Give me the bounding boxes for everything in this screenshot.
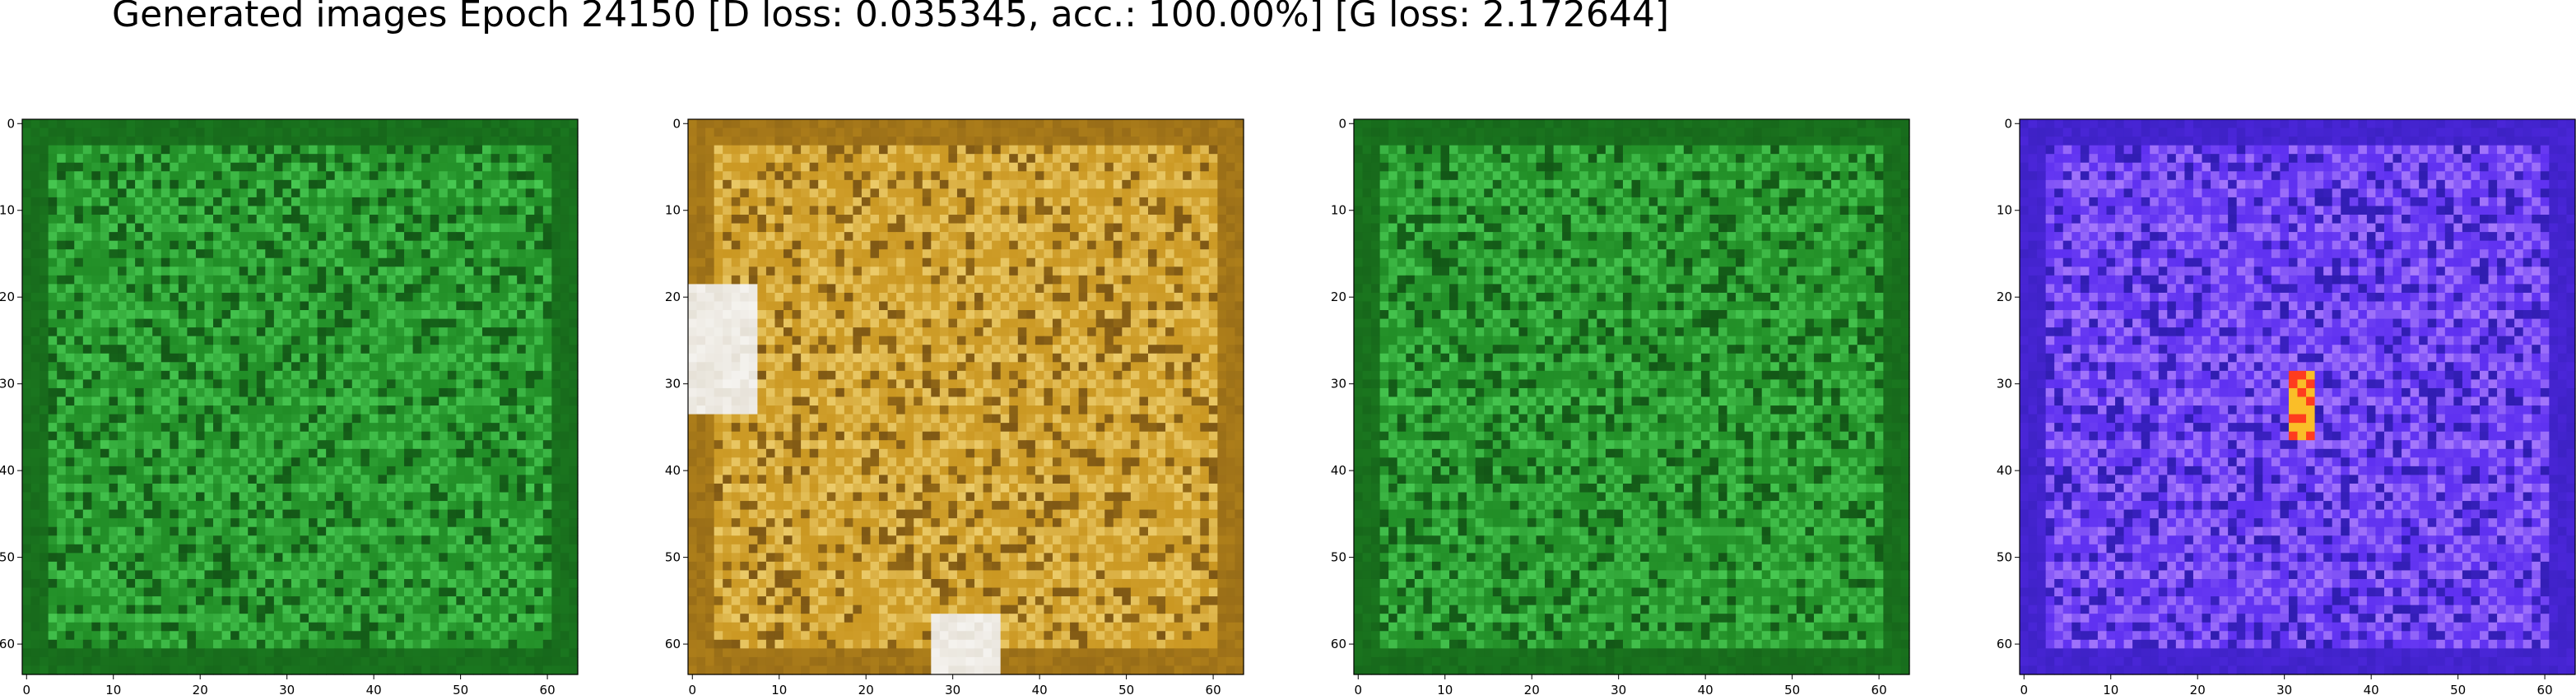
y-tick-label: 0 [672,116,681,131]
x-tick-label: 0 [689,683,697,695]
x-tick-label: 20 [858,683,874,695]
y-tick-label: 0 [1338,116,1346,131]
x-tick-label: 50 [1118,683,1134,695]
y-tick-label: 60 [0,637,15,651]
x-tick-label: 60 [1206,683,1221,695]
y-tick-label: 40 [665,463,681,478]
x-tick-label: 20 [193,683,208,695]
y-tick-label: 20 [1331,290,1346,304]
y-tick-label: 60 [1331,637,1346,651]
y-tick-label: 60 [665,637,681,651]
y-tick-label: 50 [665,550,681,565]
x-tick-label: 10 [771,683,787,695]
x-tick-label: 10 [105,683,121,695]
y-tick-label: 40 [1331,463,1346,478]
axes-frame [21,118,579,675]
y-tick-label: 50 [0,550,15,565]
x-tick-label: 30 [2276,683,2292,695]
y-tick-label: 10 [1997,203,2012,218]
y-tick-label: 10 [1331,203,1346,218]
x-tick-label: 0 [23,683,31,695]
y-tick-label: 20 [1997,290,2012,304]
x-tick-label: 40 [2364,683,2379,695]
y-tick-label: 50 [1331,550,1346,565]
generated-image-3 [1354,119,1910,675]
y-tick-label: 30 [1331,377,1346,392]
y-tick-label: 10 [0,203,15,218]
generated-image-2 [688,119,1244,675]
subplot-2: 0 10 20 30 40 50 60 0 10 20 30 40 50 60 [665,116,1244,695]
generated-image-4 [2020,119,2576,675]
y-tick-label: 30 [0,377,15,392]
axes-frame [687,118,1244,675]
y-tick-label: 0 [2004,116,2012,131]
y-tick-label: 40 [0,463,15,478]
axes-frame [1353,118,1910,675]
x-tick-label: 20 [1524,683,1540,695]
x-tick-label: 30 [1611,683,1626,695]
x-tick-label: 20 [2190,683,2206,695]
x-tick-label: 60 [2537,683,2553,695]
figure-title: Generated images Epoch 24150 [D loss: 0.… [112,0,1669,35]
x-tick-label: 60 [1872,683,1887,695]
y-tick-label: 20 [665,290,681,304]
x-tick-label: 0 [2020,683,2029,695]
y-tick-label: 30 [665,377,681,392]
x-tick-label: 10 [2103,683,2118,695]
x-tick-label: 50 [1784,683,1800,695]
x-tick-label: 30 [945,683,960,695]
x-tick-label: 60 [540,683,556,695]
x-tick-label: 30 [279,683,295,695]
subplot-1: 0 10 20 30 40 50 60 0 10 20 30 40 50 60 [0,116,579,695]
y-tick-label: 30 [1997,377,2012,392]
generated-image-1 [22,119,579,675]
subplot-4: 0 10 20 30 40 50 60 0 10 20 30 40 50 60 [1997,116,2576,695]
y-tick-label: 60 [1997,637,2012,651]
y-tick-label: 50 [1997,550,2012,565]
y-tick-label: 10 [665,203,681,218]
x-tick-label: 0 [1355,683,1363,695]
x-tick-label: 50 [453,683,468,695]
y-tick-label: 40 [1997,463,2012,478]
x-tick-label: 40 [366,683,382,695]
y-tick-label: 20 [0,290,15,304]
y-tick-label: 0 [7,116,15,131]
x-tick-label: 10 [1437,683,1453,695]
x-tick-label: 40 [1032,683,1048,695]
subplot-3: 0 10 20 30 40 50 60 0 10 20 30 40 50 60 [1331,116,1910,695]
x-tick-label: 50 [2450,683,2466,695]
x-tick-label: 40 [1698,683,1713,695]
axes-frame [2019,118,2576,675]
